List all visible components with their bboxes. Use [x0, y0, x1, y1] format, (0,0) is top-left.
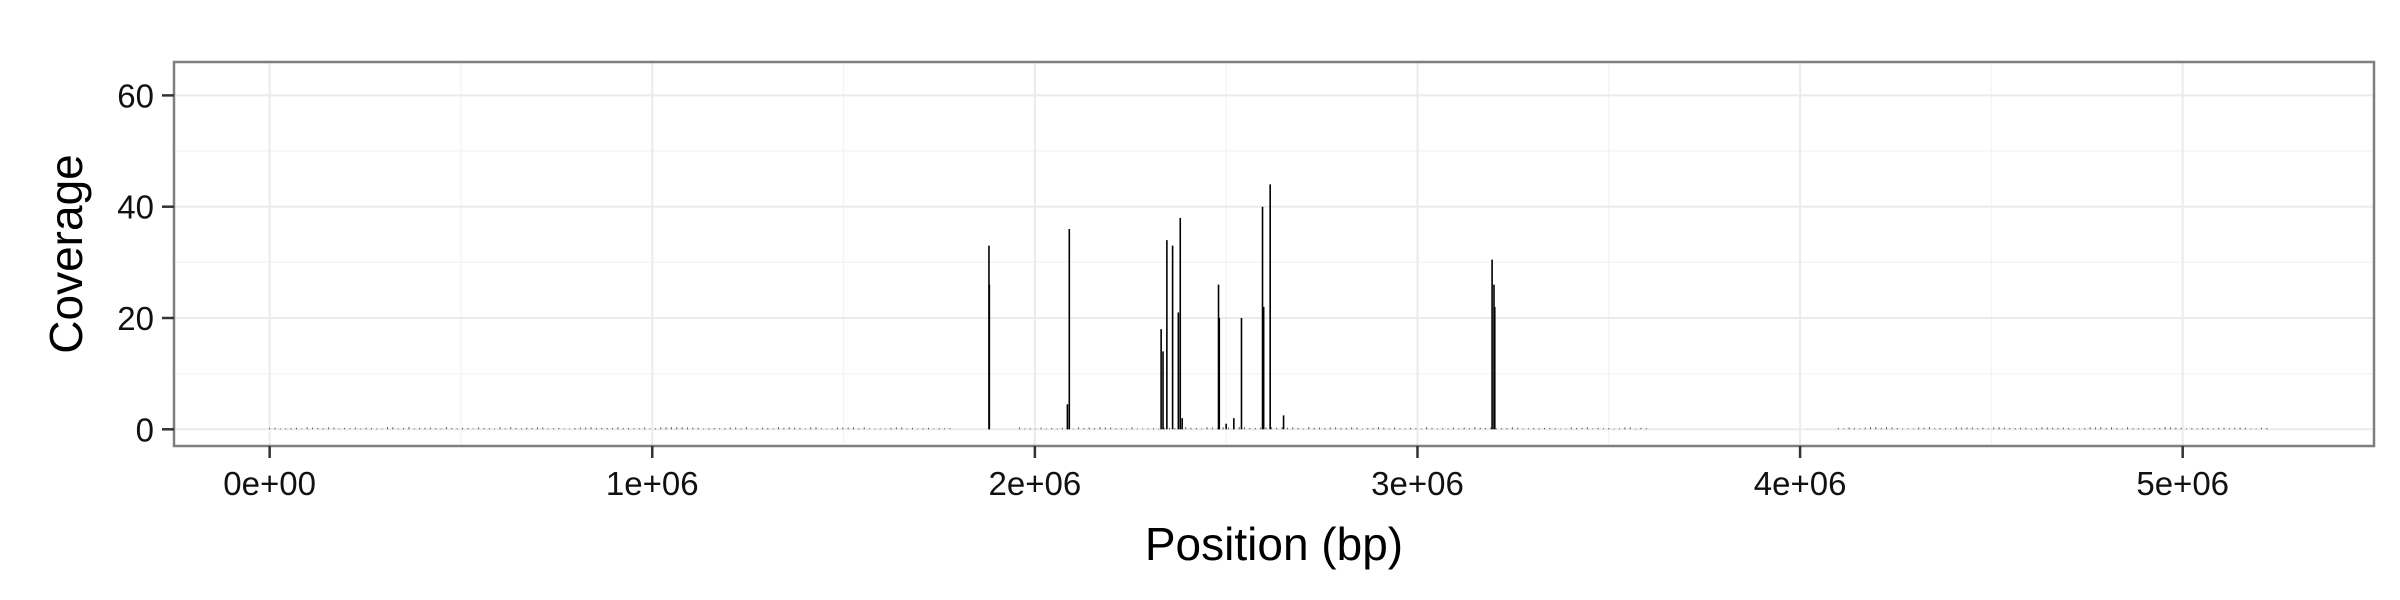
x-tick-label: 1e+06 [606, 465, 699, 502]
grid-layer [174, 62, 2374, 446]
y-tick-label: 60 [117, 77, 154, 114]
x-tick-label: 4e+06 [1754, 465, 1847, 502]
x-tick-label: 0e+00 [223, 465, 316, 502]
baseline-noise-layer [269, 427, 2268, 430]
x-tick-label: 2e+06 [989, 465, 1082, 502]
coverage-bars-layer [988, 184, 1496, 430]
x-tick-label: 3e+06 [1371, 465, 1464, 502]
y-tick-label: 20 [117, 300, 154, 337]
y-tick-label: 40 [117, 189, 154, 226]
plot-panel-border [172, 60, 2376, 448]
y-axis-title: Coverage [40, 154, 92, 353]
y-tick-label: 0 [136, 411, 154, 448]
x-tick-label: 5e+06 [2136, 465, 2229, 502]
x-axis-title: Position (bp) [1145, 518, 1403, 570]
x-axis: 0e+00 1e+06 2e+06 3e+06 4e+06 5e+06 [223, 446, 2229, 502]
y-axis: 0 20 40 60 [117, 77, 174, 448]
